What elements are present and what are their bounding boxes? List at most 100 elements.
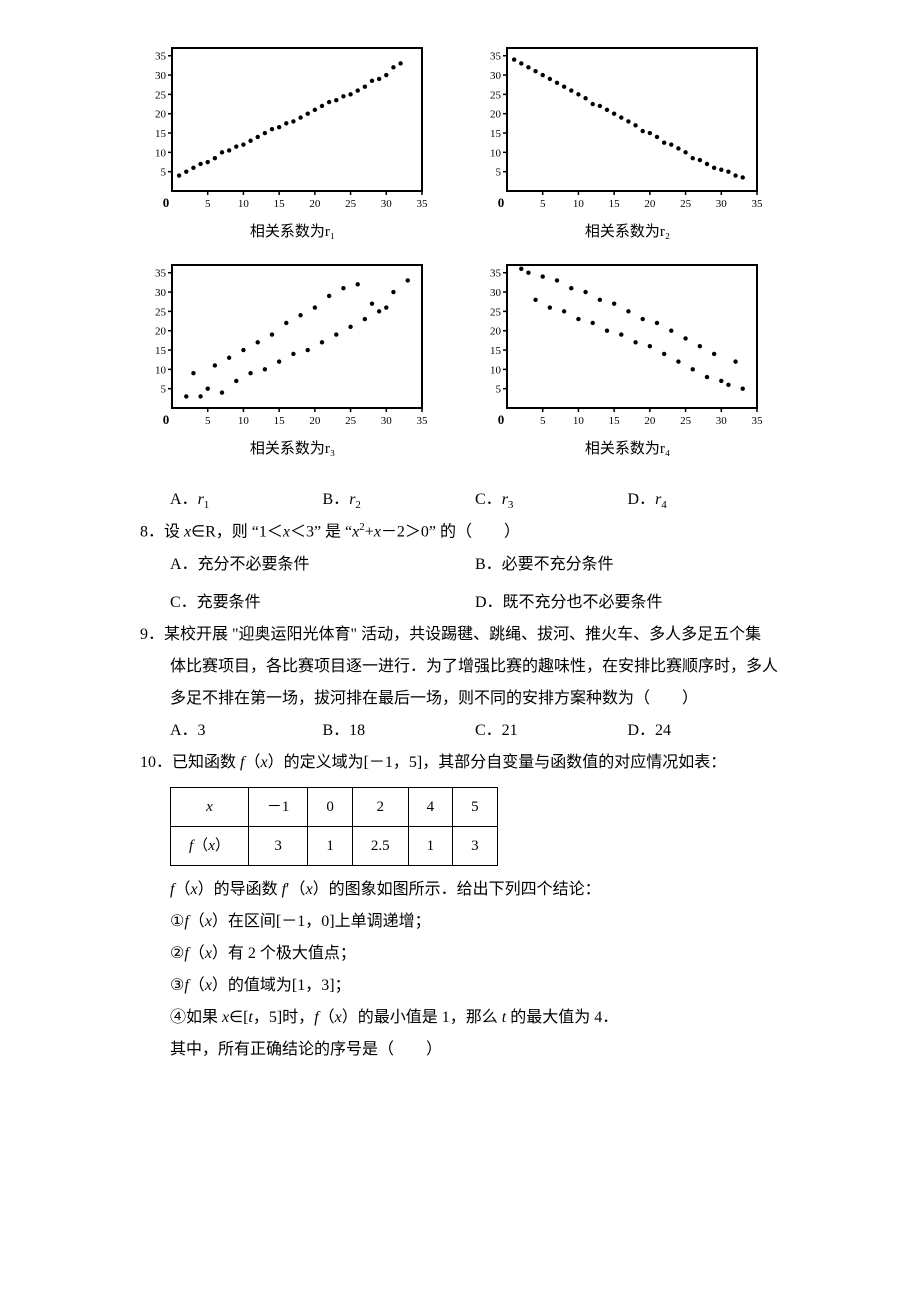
- table-cell: 1: [408, 826, 453, 865]
- svg-text:30: 30: [716, 415, 728, 427]
- svg-text:25: 25: [155, 89, 167, 101]
- table-cell: 1: [308, 826, 353, 865]
- q10-c1: ①f（x）在区间[－1，0]上单调递增；: [140, 906, 780, 938]
- svg-text:25: 25: [155, 306, 167, 318]
- q9-stem-l3: 多足不排在第一场，拔河排在最后一场，则不同的安排方案种数为（ ）: [140, 683, 780, 715]
- svg-text:30: 30: [155, 70, 167, 82]
- table-cell: 0: [308, 787, 353, 826]
- svg-text:30: 30: [490, 287, 502, 299]
- svg-text:35: 35: [752, 198, 764, 210]
- svg-text:15: 15: [155, 128, 167, 140]
- q10-stem: 10．已知函数 f（x）的定义域为[－1，5]，其部分自变量与函数值的对应情况如…: [140, 747, 780, 779]
- svg-text:20: 20: [644, 415, 656, 427]
- svg-text:0: 0: [498, 412, 505, 427]
- svg-text:20: 20: [644, 198, 656, 210]
- chart-r2-svg: 510152025303505101520253035: [475, 40, 765, 215]
- svg-text:25: 25: [680, 415, 692, 427]
- q9-option-a: A．3: [170, 715, 323, 747]
- chart-r4-svg: 510152025303505101520253035: [475, 257, 765, 432]
- svg-text:35: 35: [155, 268, 167, 280]
- svg-text:20: 20: [155, 326, 167, 338]
- svg-text:0: 0: [163, 412, 170, 427]
- svg-text:15: 15: [274, 198, 286, 210]
- chart-r1-caption: 相关系数为r₁: [140, 217, 445, 247]
- svg-text:30: 30: [155, 287, 167, 299]
- q10-tail: 其中，所有正确结论的序号是（ ）: [140, 1034, 780, 1066]
- svg-text:35: 35: [417, 198, 429, 210]
- q7-options: A．r1 B．r2 C．r3 D．r4: [140, 484, 780, 516]
- table-cell: 3: [248, 826, 308, 865]
- table-cell: 2.5: [352, 826, 408, 865]
- chart-r4: 510152025303505101520253035 相关系数为r₄: [475, 257, 780, 464]
- q10-c4: ④如果 x∈[t，5]时，f（x）的最小值是 1，那么 t 的最大值为 4．: [140, 1002, 780, 1034]
- svg-text:30: 30: [490, 70, 502, 82]
- svg-text:25: 25: [345, 415, 357, 427]
- table-cell: 2: [352, 787, 408, 826]
- svg-text:10: 10: [573, 415, 585, 427]
- q8-option-b: B．必要不充分条件: [475, 549, 780, 581]
- svg-text:10: 10: [573, 198, 585, 210]
- svg-text:5: 5: [496, 167, 502, 179]
- table-cell: x: [171, 787, 249, 826]
- table-cell: 3: [453, 826, 498, 865]
- q10-c3: ③f（x）的值域为[1，3]；: [140, 970, 780, 1002]
- q7-option-b: B．r2: [323, 484, 476, 516]
- svg-text:0: 0: [498, 195, 505, 210]
- svg-text:10: 10: [155, 364, 167, 376]
- svg-text:5: 5: [540, 198, 546, 210]
- svg-text:20: 20: [490, 326, 502, 338]
- chart-r3: 510152025303505101520253035 相关系数为r₃: [140, 257, 445, 464]
- svg-text:25: 25: [490, 89, 502, 101]
- table-cell: 4: [408, 787, 453, 826]
- svg-text:35: 35: [490, 268, 502, 280]
- q9-options: A．3 B．18 C．21 D．24: [140, 715, 780, 747]
- svg-text:10: 10: [155, 147, 167, 159]
- svg-text:15: 15: [490, 128, 502, 140]
- q8-options: A．充分不必要条件 B．必要不充分条件 C．充要条件 D．既不充分也不必要条件: [140, 549, 780, 619]
- table-cell: －1: [248, 787, 308, 826]
- q9-stem-l1: 9．某校开展 "迎奥运阳光体育" 活动，共设踢毽、跳绳、拔河、推火车、多人多足五…: [140, 619, 780, 651]
- svg-text:35: 35: [752, 415, 764, 427]
- svg-text:30: 30: [716, 198, 728, 210]
- table-cell: f（x）: [171, 826, 249, 865]
- svg-text:15: 15: [609, 198, 621, 210]
- svg-text:10: 10: [238, 415, 250, 427]
- svg-text:5: 5: [205, 415, 211, 427]
- q7-option-a: A．r1: [170, 484, 323, 516]
- table-cell: 5: [453, 787, 498, 826]
- svg-text:5: 5: [540, 415, 546, 427]
- table-row: f（x） 3 1 2.5 1 3: [171, 826, 498, 865]
- chart-r3-caption: 相关系数为r₃: [140, 434, 445, 464]
- svg-text:5: 5: [496, 384, 502, 396]
- q10-table: x －1 0 2 4 5 f（x） 3 1 2.5 1 3: [170, 787, 498, 866]
- svg-text:10: 10: [490, 364, 502, 376]
- q8-stem: 8．设 x∈R，则 “1＜x＜3” 是 “x2+x－2＞0” 的（ ）: [140, 516, 780, 548]
- chart-r3-svg: 510152025303505101520253035: [140, 257, 430, 432]
- q8-option-a: A．充分不必要条件: [170, 549, 475, 581]
- svg-text:5: 5: [205, 198, 211, 210]
- svg-text:25: 25: [490, 306, 502, 318]
- svg-text:20: 20: [309, 198, 321, 210]
- chart-r2-caption: 相关系数为r₂: [475, 217, 780, 247]
- svg-text:15: 15: [609, 415, 621, 427]
- q9-option-d: D．24: [628, 715, 781, 747]
- svg-text:10: 10: [238, 198, 250, 210]
- q10-line1: f（x）的导函数 f′（x）的图象如图所示．给出下列四个结论：: [140, 874, 780, 906]
- scatter-charts-grid: 5 10 15 20 25 30 35 0 5 10 15 20 25 30 35 相关系数为r₁ 5 10 1…: [140, 40, 780, 464]
- svg-text:10: 10: [490, 147, 502, 159]
- svg-text:5: 5: [161, 167, 167, 179]
- svg-text:15: 15: [155, 345, 167, 357]
- q9-option-c: C．21: [475, 715, 628, 747]
- svg-text:25: 25: [680, 198, 692, 210]
- q9-stem-l2: 体比赛项目，各比赛项目逐一进行．为了增强比赛的趣味性，在安排比赛顺序时，多人: [140, 651, 780, 683]
- q7-option-d: D．r4: [628, 484, 781, 516]
- svg-text:20: 20: [309, 415, 321, 427]
- svg-text:25: 25: [345, 198, 357, 210]
- q7-option-c: C．r3: [475, 484, 628, 516]
- table-row: x －1 0 2 4 5: [171, 787, 498, 826]
- chart-r4-caption: 相关系数为r₄: [475, 434, 780, 464]
- chart-r1-svg: 510152025303505101520253035: [140, 40, 430, 215]
- svg-text:20: 20: [490, 109, 502, 121]
- svg-text:30: 30: [381, 198, 393, 210]
- svg-text:5: 5: [161, 384, 167, 396]
